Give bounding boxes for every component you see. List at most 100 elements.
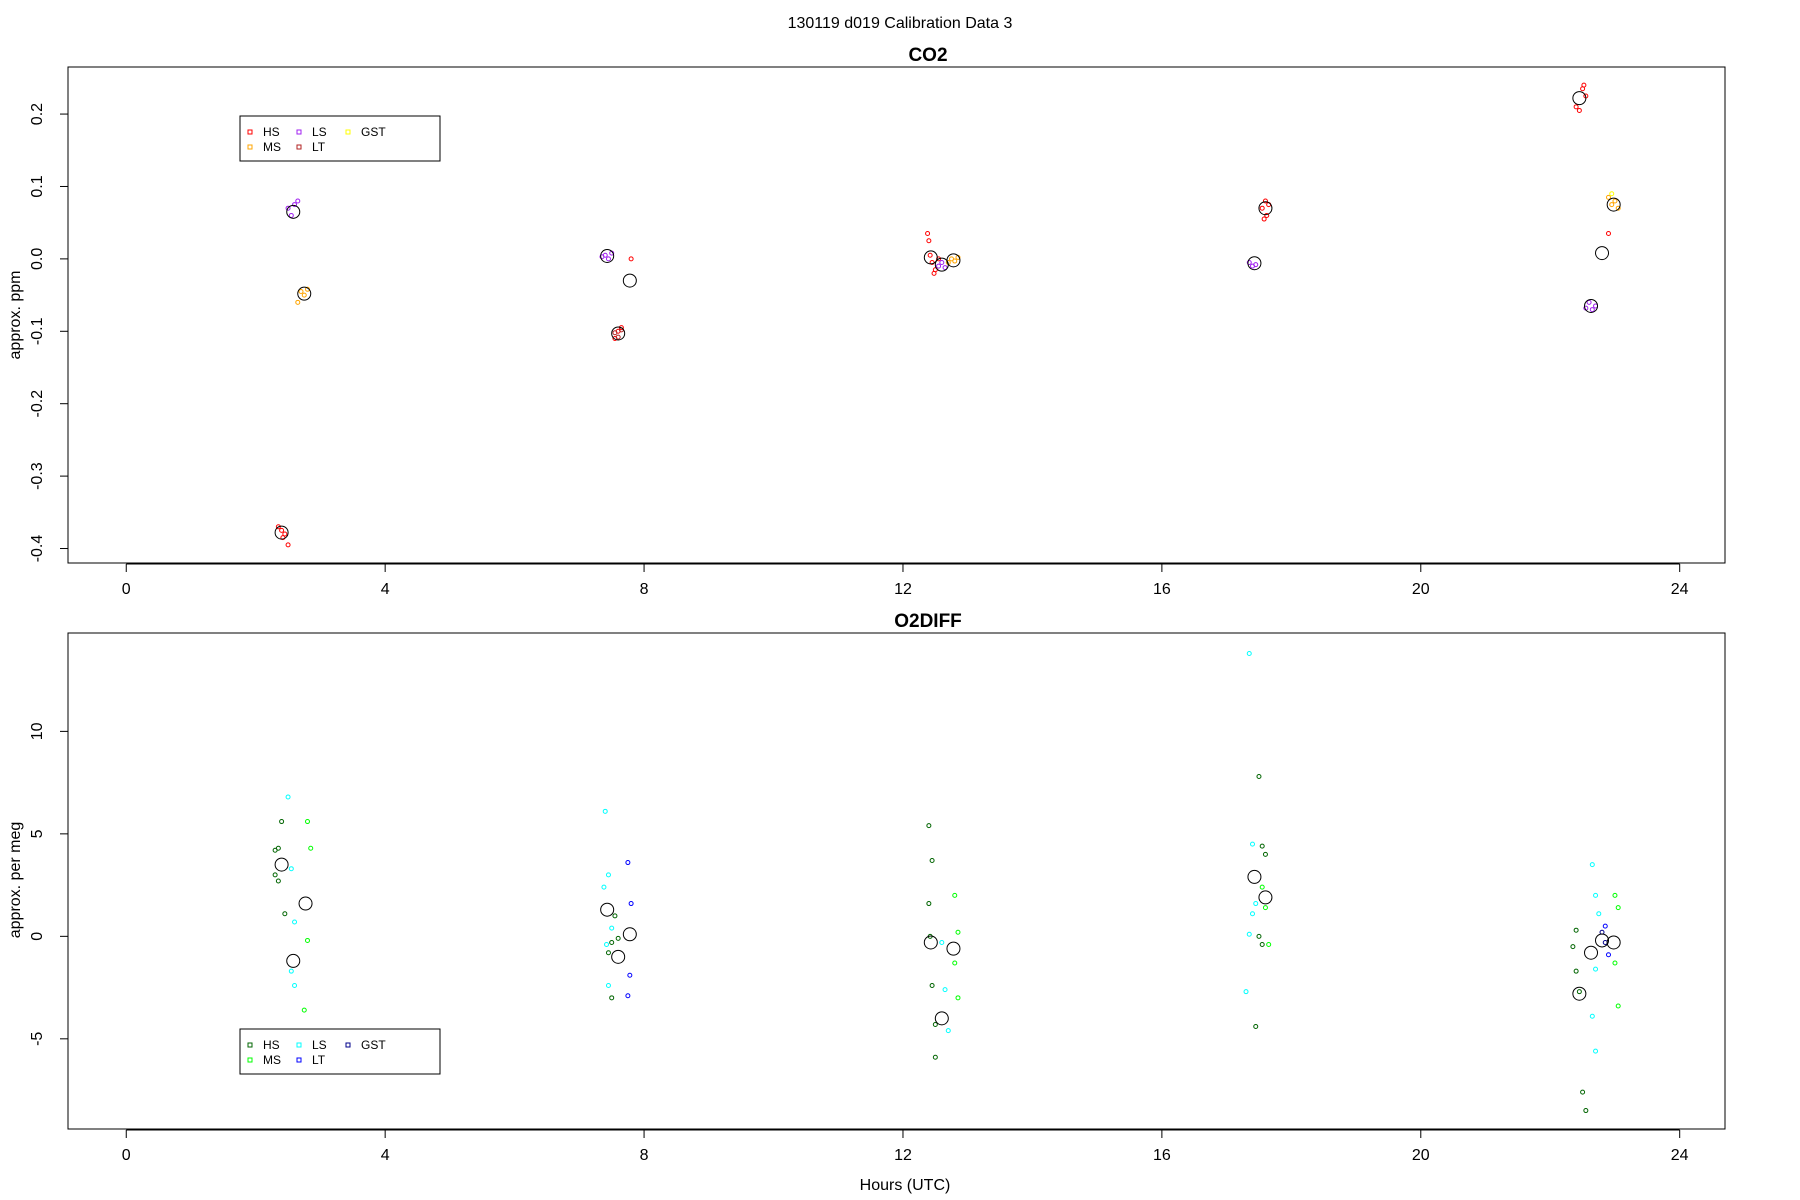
co2-legend-marker-hs bbox=[247, 129, 253, 135]
o2-point-ms bbox=[955, 929, 961, 935]
o2-point-ms bbox=[304, 937, 310, 943]
o2diff-legend: HS MS LS LT GST bbox=[239, 1028, 441, 1075]
co2-y-tick-label: 0.0 bbox=[29, 248, 46, 270]
co2-legend-marker-lt bbox=[296, 144, 302, 150]
co2-point-hs bbox=[1259, 205, 1265, 211]
o2diff-y-axis: -5 0 5 10 bbox=[29, 722, 69, 1046]
o2diff-legend-label-gst: GST bbox=[361, 1038, 386, 1052]
o2-point-ms bbox=[301, 1007, 307, 1013]
o2-x-tick-label: 16 bbox=[1153, 1147, 1171, 1164]
o2-point-hs bbox=[1259, 942, 1265, 948]
co2-x-tick-label: 16 bbox=[1153, 581, 1171, 598]
co2-legend: HS MS LS LT GST bbox=[239, 115, 441, 162]
co2-point-ls bbox=[285, 205, 291, 211]
co2-point-ls bbox=[288, 212, 294, 218]
o2-mean-point bbox=[1572, 986, 1587, 1001]
o2diff-x-axis-label: Hours (UTC) bbox=[860, 1177, 951, 1194]
o2-point-hs bbox=[1256, 933, 1262, 939]
o2diff-legend-marker-hs bbox=[247, 1042, 253, 1048]
co2-point-hs bbox=[1264, 212, 1270, 218]
o2-point-hs bbox=[1256, 773, 1262, 779]
co2-point-ls bbox=[1253, 262, 1259, 268]
co2-panel: CO2 approx. ppm 0 4 8 12 16 20 24 -0.4 -0.3 -0.2… bbox=[7, 45, 1726, 598]
co2-legend-label-ls: LS bbox=[312, 125, 327, 139]
o2diff-legend-box bbox=[239, 1028, 441, 1075]
o2diff-legend-label-ls: LS bbox=[312, 1038, 327, 1052]
o2diff-legend-entry-ls: LS bbox=[296, 1038, 327, 1052]
co2-x-tick-label: 20 bbox=[1412, 581, 1430, 598]
o2-point-ms bbox=[304, 819, 310, 825]
o2-y-tick-label: 10 bbox=[29, 722, 46, 740]
o2-point-hs bbox=[279, 819, 285, 825]
o2-point-ms bbox=[952, 960, 958, 966]
o2diff-legend-label-ms: MS bbox=[263, 1053, 281, 1067]
co2-mean-point bbox=[1584, 298, 1599, 313]
o2-point-ls bbox=[609, 925, 615, 931]
o2-point-ls bbox=[1253, 901, 1259, 907]
o2-mean-point bbox=[934, 1011, 949, 1026]
o2-point-lt bbox=[625, 993, 631, 999]
co2-mean-point bbox=[297, 286, 312, 301]
o2-mean-point bbox=[1595, 933, 1610, 948]
o2-point-hs bbox=[926, 901, 932, 907]
o2-point-hs bbox=[615, 935, 621, 941]
o2-point-ls bbox=[945, 1028, 951, 1034]
co2-legend-entry-hs: HS bbox=[247, 125, 280, 139]
o2-point-ms bbox=[1615, 905, 1621, 911]
o2-point-ls bbox=[604, 942, 610, 948]
o2-point-hs bbox=[275, 878, 281, 884]
o2-mean-point bbox=[1247, 869, 1262, 884]
o2-mean-point bbox=[298, 896, 313, 911]
o2-point-ls bbox=[601, 884, 607, 890]
o2-point-hs bbox=[1583, 1108, 1589, 1114]
co2-legend-entry-lt: LT bbox=[296, 140, 326, 154]
co2-legend-marker-ls bbox=[296, 129, 302, 135]
o2-point-ms bbox=[955, 995, 961, 1001]
co2-mean-point bbox=[622, 273, 637, 288]
o2-point-ls bbox=[939, 939, 945, 945]
o2-point-hs bbox=[932, 1021, 938, 1027]
o2-mean-point bbox=[286, 953, 301, 968]
o2-point-hs bbox=[1259, 843, 1265, 849]
co2-mean-point bbox=[946, 253, 961, 268]
o2-point-ls bbox=[288, 866, 294, 872]
o2-point-ls bbox=[605, 983, 611, 989]
o2-point-ls bbox=[292, 919, 298, 925]
o2diff-legend-entry-gst: GST bbox=[345, 1038, 386, 1052]
co2-mean-point bbox=[611, 326, 626, 341]
co2-mean-point bbox=[1606, 197, 1621, 212]
o2diff-legend-label-lt: LT bbox=[312, 1053, 326, 1067]
co2-x-axis: 0 4 8 12 16 20 24 bbox=[122, 563, 1689, 598]
o2diff-legend-entry-lt: LT bbox=[296, 1053, 326, 1067]
co2-point-gst bbox=[1609, 191, 1615, 197]
co2-point-hs bbox=[618, 325, 624, 331]
co2-point-hs bbox=[1573, 104, 1579, 110]
co2-point-ls bbox=[295, 198, 301, 204]
o2-point-ms bbox=[1266, 942, 1272, 948]
co2-point-ms bbox=[1605, 194, 1611, 200]
co2-point-hs bbox=[1576, 107, 1582, 113]
o2-point-hs bbox=[929, 858, 935, 864]
o2-point-ms bbox=[1262, 905, 1268, 911]
co2-point-hs bbox=[628, 256, 634, 262]
o2-point-ms bbox=[952, 892, 958, 898]
o2-x-tick-label: 20 bbox=[1412, 1147, 1430, 1164]
o2-point-ls bbox=[1589, 862, 1595, 868]
co2-point-ms bbox=[952, 258, 958, 264]
co2-panel-title: CO2 bbox=[908, 45, 947, 66]
co2-y-tick-label: 0.1 bbox=[29, 175, 46, 197]
co2-point-hs bbox=[1605, 231, 1611, 237]
o2-mean-point bbox=[1258, 890, 1273, 905]
o2-y-tick-label: 5 bbox=[29, 829, 46, 838]
co2-legend-label-hs: HS bbox=[263, 125, 280, 139]
co2-point-ls bbox=[292, 202, 298, 208]
o2diff-points bbox=[272, 650, 1621, 1114]
co2-y-axis: -0.4 -0.3 -0.2 -0.1 0.0 0.1 0.2 bbox=[29, 103, 69, 562]
o2-mean-point bbox=[946, 941, 961, 956]
o2-point-gst bbox=[1602, 939, 1608, 945]
o2-x-tick-label: 24 bbox=[1671, 1147, 1689, 1164]
o2-point-hs bbox=[1570, 944, 1576, 950]
co2-point-hs bbox=[926, 238, 932, 244]
o2-mean-point bbox=[274, 857, 289, 872]
co2-x-tick-label: 12 bbox=[894, 581, 912, 598]
